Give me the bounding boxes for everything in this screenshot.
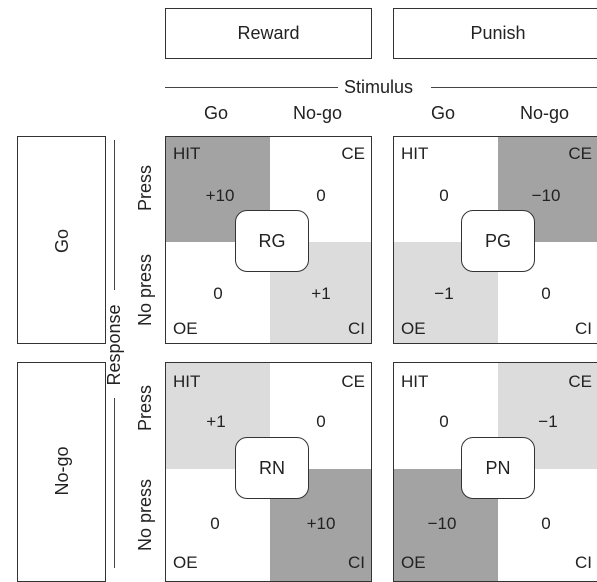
rn-badge: RN [235, 437, 309, 499]
pn-oe-value: −10 [427, 514, 457, 533]
pg-ci-label: CI [575, 319, 592, 338]
rg-hit-value: +10 [205, 186, 235, 205]
rg-oe-label: OE [173, 319, 198, 338]
pn-badge-label: PN [485, 457, 511, 478]
rn-ce-value: 0 [316, 412, 326, 431]
rg-badge: RG [235, 210, 309, 272]
pg-oe-label: OE [401, 319, 426, 338]
reward-nogo-column-label: No-go [293, 103, 343, 123]
pn-ce-value: −1 [538, 412, 558, 431]
nogo-row-header-box: No-go [17, 362, 106, 582]
rg-ci-value: +1 [311, 284, 331, 303]
punish-nogo-column-label: No-go [520, 103, 570, 123]
pn-ci-label: CI [575, 553, 592, 572]
stimulus-line-left [165, 87, 338, 88]
pn-ce-label: CE [568, 372, 592, 391]
response-line-top [114, 140, 115, 290]
rn-hit-value: +1 [206, 412, 226, 431]
pn-oe-label: OE [401, 553, 426, 572]
panel-pg: HIT CE OE CI 0 −10 −1 0 PG [393, 136, 597, 344]
pg-hit-label: HIT [401, 144, 429, 163]
reward-header-box: Reward [165, 8, 372, 59]
go-press-row-label: Press [135, 164, 155, 212]
rg-badge-label: RG [258, 230, 286, 251]
rg-ce-value: 0 [316, 186, 326, 205]
rg-ce-label: CE [341, 144, 365, 163]
reward-header-label: Reward [237, 23, 300, 43]
rn-ci-label: CI [348, 553, 365, 572]
pg-ce-label: CE [568, 144, 592, 163]
rn-oe-label: OE [173, 553, 198, 572]
panel-pn: HIT CE OE CI 0 −1 −10 0 PN [393, 362, 597, 582]
panel-rn: HIT CE OE CI +1 0 0 +10 RN [165, 362, 372, 582]
punish-go-column-label: Go [431, 103, 456, 123]
pg-hit-value: 0 [439, 186, 449, 205]
pn-hit-value: 0 [439, 412, 449, 431]
pn-ci-value: 0 [541, 514, 551, 533]
rn-oe-value: 0 [210, 514, 220, 533]
stimulus-label: Stimulus [344, 77, 414, 97]
pn-badge: PN [461, 437, 535, 499]
pg-ci-value: 0 [541, 284, 551, 303]
nogo-row-header-label: No-go [52, 446, 72, 496]
pg-oe-value: −1 [434, 284, 454, 303]
go-nopress-row-label: No press [135, 253, 155, 327]
rn-ci-value: +10 [306, 514, 336, 533]
rg-oe-value: 0 [213, 284, 223, 303]
go-row-header-box: Go [17, 136, 106, 344]
punish-header-box: Punish [393, 8, 597, 59]
response-label: Response [104, 304, 124, 386]
go-row-header-label: Go [52, 228, 72, 254]
reward-go-column-label: Go [204, 103, 229, 123]
rg-hit-label: HIT [173, 144, 201, 163]
rn-hit-label: HIT [173, 372, 201, 391]
pg-badge-label: PG [484, 230, 511, 251]
nogo-press-row-label: Press [135, 384, 155, 432]
pg-badge: PG [461, 210, 535, 272]
rn-badge-label: RN [259, 457, 285, 478]
panel-rg: HIT CE OE CI +10 0 0 +1 RG [165, 136, 372, 344]
rn-ce-label: CE [341, 372, 365, 391]
pn-hit-label: HIT [401, 372, 429, 391]
pg-ce-value: −10 [531, 186, 561, 205]
rg-ci-label: CI [348, 319, 365, 338]
nogo-nopress-row-label: No press [135, 478, 155, 552]
stimulus-line-right [431, 87, 597, 88]
response-line-bottom [114, 398, 115, 568]
punish-header-label: Punish [470, 23, 526, 43]
